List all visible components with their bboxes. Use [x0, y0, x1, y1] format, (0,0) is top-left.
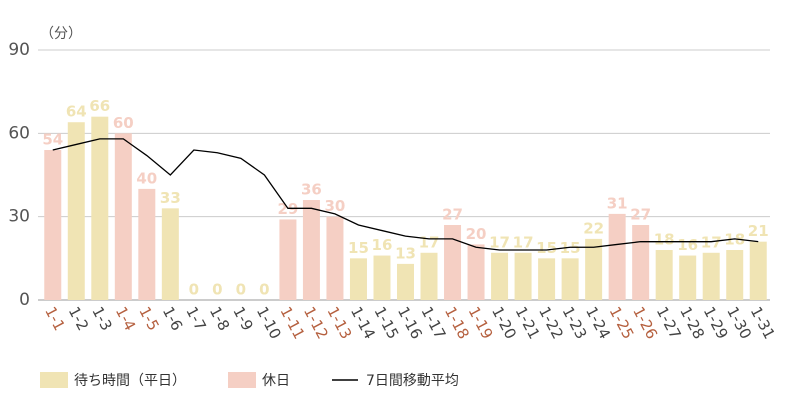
bar [726, 250, 744, 300]
value-label: 13 [395, 244, 416, 262]
value-label: 17 [489, 233, 510, 251]
moving-average-line [52, 138, 759, 251]
x-tick-label: 1-2 [65, 304, 92, 334]
legend-label: 7日間移動平均 [366, 373, 459, 389]
y-tick-label: 0 [19, 290, 30, 310]
bar [702, 252, 720, 300]
x-tick-label: 1-5 [135, 304, 162, 334]
value-label: 18 [654, 231, 675, 249]
bar [138, 188, 156, 300]
legend-swatch [228, 372, 256, 388]
x-tick-group: 1-6 [159, 304, 186, 334]
bar [585, 238, 603, 300]
bar [161, 208, 179, 300]
value-label: 0 [236, 281, 246, 299]
x-tick-group: 1-9 [229, 304, 256, 334]
value-label: 22 [583, 219, 604, 237]
x-tick-label: 1-8 [206, 304, 233, 334]
bar [397, 263, 414, 300]
bar [444, 225, 462, 300]
x-tick-group: 1-7 [182, 304, 209, 334]
x-tick-label: 1-31 [747, 304, 779, 343]
value-label: 20 [466, 225, 487, 243]
value-label: 30 [325, 197, 346, 215]
value-label: 17 [513, 233, 534, 251]
bar [491, 252, 509, 300]
bar [279, 219, 297, 300]
value-label: 64 [66, 103, 87, 121]
value-label: 15 [348, 239, 369, 257]
value-label: 66 [89, 97, 110, 115]
x-tick-group: 1-8 [206, 304, 233, 334]
x-tick-group: 1-2 [65, 304, 92, 334]
bar [302, 200, 320, 300]
value-label: 27 [442, 206, 463, 224]
x-tick-group: 1-3 [88, 304, 115, 334]
value-label: 36 [301, 181, 322, 199]
bar [561, 258, 579, 300]
bar [608, 213, 626, 300]
x-tick-group: 1-1 [41, 304, 68, 334]
x-tick-label: 1-3 [88, 304, 115, 334]
value-label: 60 [113, 114, 134, 132]
x-tick-label: 1-6 [159, 304, 186, 334]
legend-label: 待ち時間（平日） [74, 373, 186, 389]
x-tick-label: 1-1 [41, 304, 68, 334]
bar [326, 216, 344, 300]
value-label: 40 [136, 169, 157, 187]
y-tick-label: 60 [8, 123, 30, 143]
value-label: 27 [630, 206, 651, 224]
legend-swatch [40, 372, 68, 388]
bar [349, 258, 367, 300]
value-label: 33 [160, 189, 181, 207]
y-unit: （分） [40, 26, 82, 42]
bar [467, 244, 485, 300]
value-label: 0 [189, 281, 199, 299]
bar [114, 133, 132, 300]
value-label: 21 [748, 222, 769, 240]
bar [749, 241, 767, 300]
bar [420, 252, 438, 300]
value-label: 0 [212, 281, 222, 299]
x-tick-group: 1-5 [135, 304, 162, 334]
y-tick-label: 90 [8, 40, 30, 60]
x-tick-group: 1-4 [112, 304, 139, 334]
value-label: 16 [677, 236, 698, 254]
bar [679, 255, 697, 300]
value-label: 17 [419, 233, 440, 251]
x-tick-label: 1-7 [182, 304, 209, 334]
value-label: 31 [607, 194, 628, 212]
bar [373, 255, 391, 300]
bar [67, 122, 85, 300]
bar [91, 116, 109, 301]
bar [655, 250, 673, 300]
bar [514, 252, 532, 300]
bar [632, 225, 650, 300]
legend-label: 休日 [262, 373, 290, 389]
y-tick-label: 30 [8, 207, 30, 227]
x-tick-label: 1-9 [229, 304, 256, 334]
value-label: 16 [372, 236, 393, 254]
x-tick-group: 1-31 [747, 304, 779, 343]
x-tick-label: 1-4 [112, 304, 139, 334]
bar [538, 258, 556, 300]
value-label: 15 [536, 239, 557, 257]
value-label: 0 [259, 281, 269, 299]
value-label: 54 [42, 131, 63, 149]
bar [44, 150, 62, 300]
